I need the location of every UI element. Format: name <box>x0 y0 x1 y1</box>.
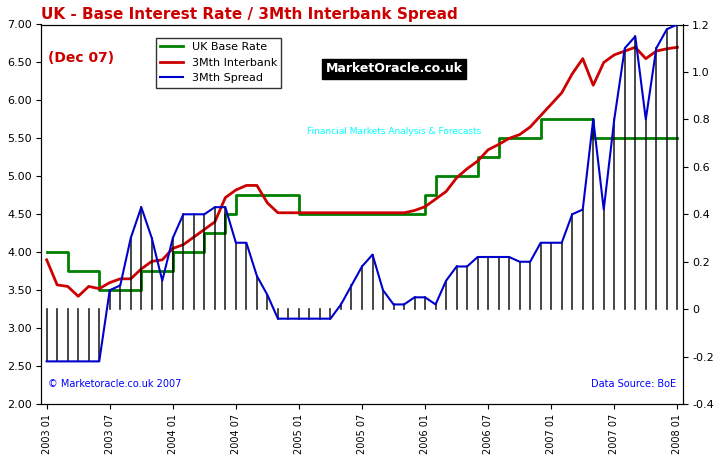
Legend: UK Base Rate, 3Mth Interbank, 3Mth Spread: UK Base Rate, 3Mth Interbank, 3Mth Sprea… <box>156 38 281 88</box>
Text: (Dec 07): (Dec 07) <box>48 51 114 65</box>
Text: Financial Markets Analysis & Forecasts: Financial Markets Analysis & Forecasts <box>307 127 481 136</box>
Text: MarketOracle.co.uk: MarketOracle.co.uk <box>326 62 463 76</box>
Text: UK - Base Interest Rate / 3Mth Interbank Spread: UK - Base Interest Rate / 3Mth Interbank… <box>41 7 458 22</box>
Text: Data Source: BoE: Data Source: BoE <box>591 379 676 389</box>
Text: © Marketoracle.co.uk 2007: © Marketoracle.co.uk 2007 <box>48 379 181 389</box>
